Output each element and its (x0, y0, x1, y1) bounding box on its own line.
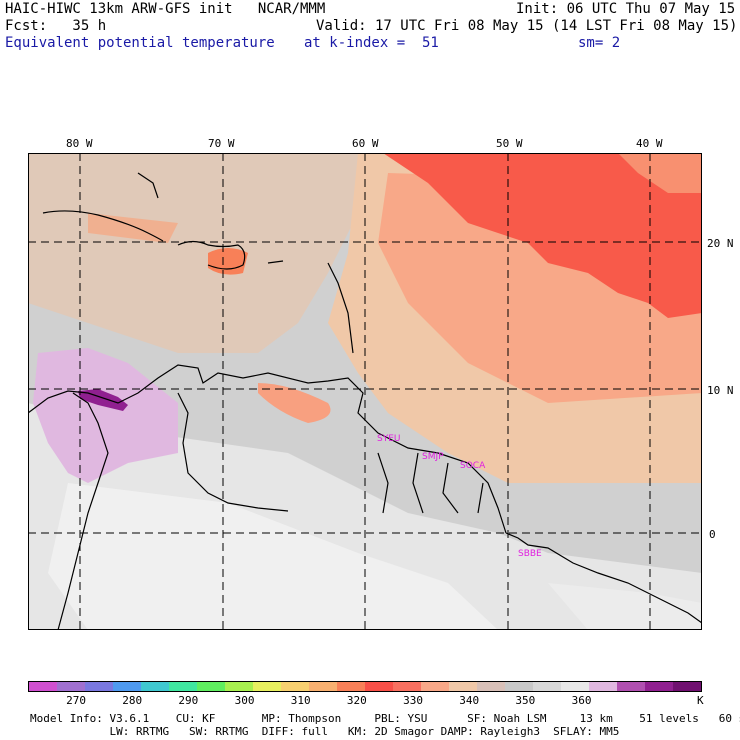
legend-tick-label: 280 (122, 694, 143, 707)
station-smjp: SMJP (422, 452, 444, 462)
legend-tick-label: 310 (290, 694, 311, 707)
valid-time: Valid: 17 UTC Fri 08 May 15 (14 LST Fri … (316, 18, 738, 34)
lon-label-80w: 80 W (66, 137, 93, 150)
legend-swatch (225, 682, 253, 691)
legend-tick-label: 320 (346, 694, 367, 707)
smoothing: sm= 2 (578, 35, 621, 51)
level-index: at k-index = 51 (304, 35, 439, 51)
legend-swatch (477, 682, 505, 691)
legend-tick-label: 300 (234, 694, 255, 707)
legend-swatch (533, 682, 561, 691)
legend-swatch (281, 682, 309, 691)
legend-swatch (505, 682, 533, 691)
legend-swatch (197, 682, 225, 691)
lon-label-50w: 50 W (496, 137, 523, 150)
init-time: Init: 06 UTC Thu 07 May 15 (516, 1, 736, 17)
legend-swatch (141, 682, 169, 691)
legend-swatch (85, 682, 113, 691)
color-legend (28, 681, 702, 692)
legend-tick-label: 270 (66, 694, 86, 707)
legend-tick-label: 350 (515, 694, 536, 707)
lat-label-20n: 20 N (707, 237, 734, 250)
legend-swatch (673, 682, 701, 691)
forecast-hour: Fcst: 35 h (5, 18, 107, 34)
legend-swatch (253, 682, 281, 691)
legend-swatch (169, 682, 197, 691)
theta-e-map: SYEU SMJP SOCA SBBE (28, 153, 702, 630)
legend-swatch (561, 682, 589, 691)
model-info-line2: LW: RRTMG SW: RRTMG DIFF: full KM: 2D Sm… (30, 725, 620, 738)
legend-tick-label: 290 (178, 694, 199, 707)
station-syeu: SYEU (377, 434, 400, 444)
legend-swatch (617, 682, 645, 691)
legend-tick-label: 340 (459, 694, 480, 707)
legend-swatch (589, 682, 617, 691)
station-soca: SOCA (460, 461, 486, 471)
legend-swatch (309, 682, 337, 691)
lon-label-60w: 60 W (352, 137, 379, 150)
legend-swatch (645, 682, 673, 691)
legend-tick-label: 360 (571, 694, 592, 707)
legend-swatch (57, 682, 85, 691)
model-title: HAIC-HIWC 13km ARW-GFS init NCAR/MMM (5, 1, 326, 17)
lat-label-10n: 10 N (707, 384, 734, 397)
legend-unit: K (697, 694, 704, 707)
legend-swatch (337, 682, 365, 691)
legend-tick-label: 330 (403, 694, 423, 707)
legend-swatch (365, 682, 393, 691)
legend-swatch (113, 682, 141, 691)
lon-label-70w: 70 W (208, 137, 235, 150)
station-sbbe: SBBE (518, 549, 542, 559)
lon-label-40w: 40 W (636, 137, 663, 150)
lat-label-0: 0 (709, 528, 716, 541)
model-info-line1: Model Info: V3.6.1 CU: KF MP: Thompson P… (30, 712, 740, 725)
legend-swatch (29, 682, 57, 691)
legend-swatch (393, 682, 421, 691)
legend-swatch (449, 682, 477, 691)
field-name: Equivalent potential temperature (5, 35, 275, 51)
legend-swatch (421, 682, 449, 691)
